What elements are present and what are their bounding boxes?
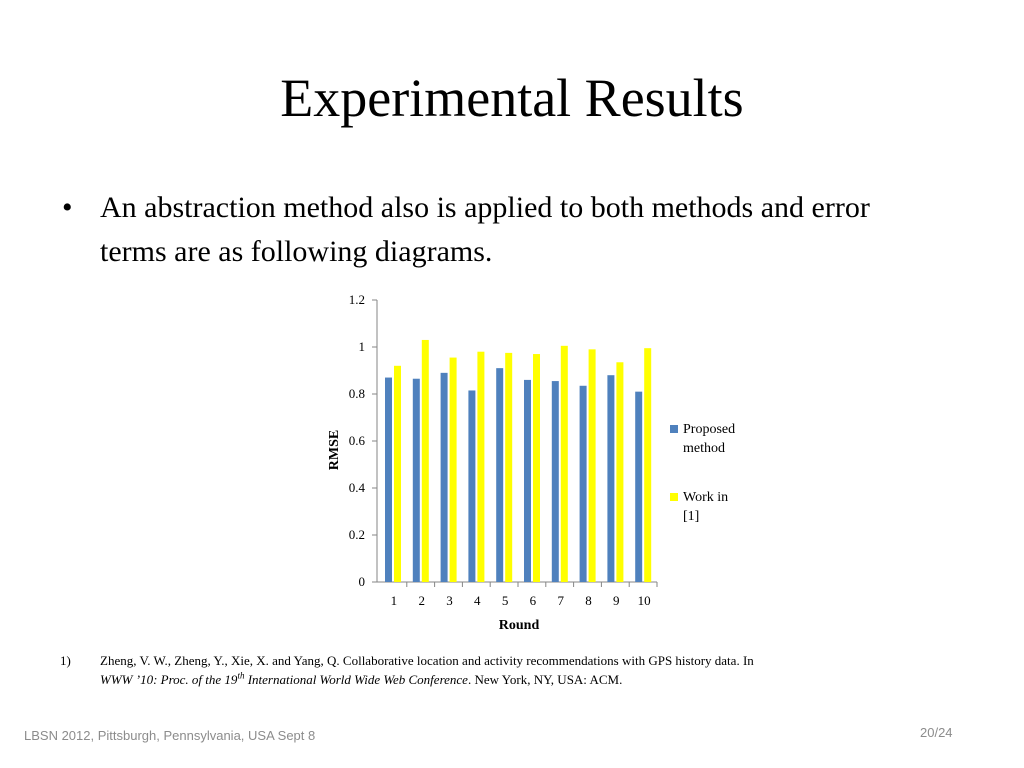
footer-page-number: 20/24 [920,725,953,740]
bar-proposed-8 [579,385,587,582]
footnote-body: Zheng, V. W., Zheng, Y., Xie, X. and Yan… [100,651,960,689]
x-axis-title: Round [499,618,540,633]
y-tick-label: 0.6 [349,433,366,448]
legend-label: method [683,441,725,456]
y-tick-label: 0.2 [349,527,365,542]
y-tick-label: 0 [359,574,366,589]
x-tick-label: 4 [474,593,481,608]
legend-label: Proposed [683,422,735,437]
y-tick-label: 0.8 [349,386,365,401]
legend-label: [1] [683,509,699,524]
bar-proposed-4 [468,390,476,582]
bar-proposed-3 [440,372,448,582]
bar-proposed-5 [496,368,504,582]
x-tick-label: 1 [391,593,398,608]
footnote-publisher: . New York, NY, USA: ACM. [467,672,623,687]
bullet-glyph: • [62,191,73,224]
bullet-text: An abstraction method also is applied to… [100,191,870,268]
x-tick-label: 7 [557,593,564,608]
y-tick-label: 1 [359,339,366,354]
bar-proposed-1 [385,377,392,582]
footnote-line-2: WWW ’10: Proc. of the 19th International… [100,670,960,689]
bar-proposed-9 [607,375,615,582]
footnote-number: 1) [60,653,71,668]
bar-work1-5 [505,352,513,582]
bar-work1-7 [560,345,568,582]
x-tick-label: 3 [446,593,453,608]
y-tick-label: 1.2 [349,292,365,307]
bar-work1-1 [394,365,401,582]
x-tick-label: 6 [530,593,537,608]
footnote-venue-a: WWW ’10: Proc. of the 19 [100,672,238,687]
x-tick-label: 8 [585,593,592,608]
legend-swatch-work1 [670,493,678,501]
legend-swatch-proposed [670,425,678,433]
bar-work1-4 [477,351,485,582]
bar-proposed-7 [551,381,559,582]
bar-proposed-6 [524,379,531,582]
bar-proposed-2 [412,378,420,582]
bar-work1-3 [449,357,457,582]
bar-work1-8 [588,349,596,582]
legend-label: Work in [683,490,728,505]
footnote-sup: th [237,670,245,681]
bar-work1-10 [644,348,652,582]
x-tick-label: 9 [613,593,620,608]
bar-proposed-10 [635,391,643,582]
y-axis-title: RMSE [327,430,342,470]
slide-title: Experimental Results [280,68,744,128]
x-tick-label: 10 [638,593,651,608]
y-tick-label: 0.4 [349,480,366,495]
footnote-line-1: Zheng, V. W., Zheng, Y., Xie, X. and Yan… [100,653,754,668]
x-tick-label: 2 [418,593,425,608]
bar-work1-6 [533,354,540,582]
bar-work1-2 [421,339,429,582]
bar-work1-9 [616,362,624,582]
footnote-venue-b: International World Wide Web Conference [244,672,468,687]
footer-conference: LBSN 2012, Pittsburgh, Pennsylvania, USA… [24,728,316,743]
x-tick-label: 5 [502,593,509,608]
